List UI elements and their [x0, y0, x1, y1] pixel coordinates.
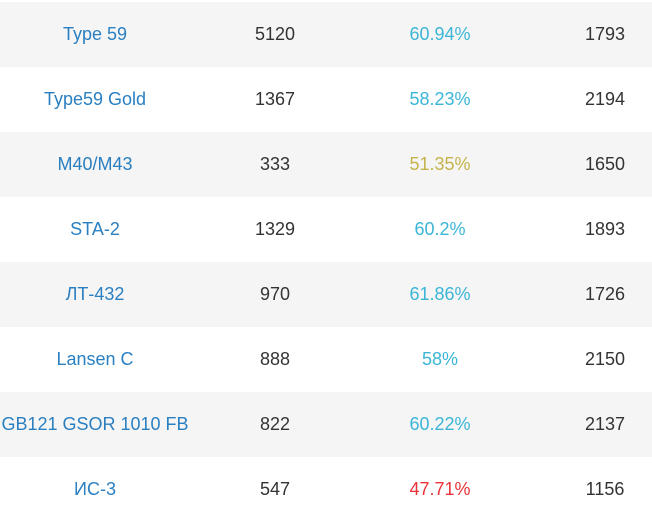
table-row: Lansen C 888 58% 2150: [0, 327, 652, 392]
win-rate: 47.71%: [409, 479, 471, 499]
battles-count: 5120: [254, 24, 296, 44]
table-row: ИС-3 547 47.71% 1156: [0, 457, 652, 522]
rating-value: 2150: [584, 349, 626, 369]
table-row: M40/M43 333 51.35% 1650: [0, 132, 652, 197]
rating-value: 1650: [584, 154, 626, 174]
vehicle-name-link[interactable]: Type 59: [62, 24, 128, 44]
battles-count: 888: [259, 349, 291, 369]
rating-value: 1793: [584, 24, 626, 44]
vehicle-name-link[interactable]: M40/M43: [57, 154, 133, 174]
rating-value: 1726: [584, 284, 626, 304]
vehicle-name-link[interactable]: STA-2: [70, 219, 120, 239]
rating-value: 2137: [584, 414, 626, 434]
vehicle-name-link[interactable]: ИС-3: [74, 479, 116, 499]
table-row: Type 59 5120 60.94% 1793: [0, 2, 652, 67]
win-rate: 58%: [421, 349, 459, 369]
battles-count: 547: [259, 479, 291, 499]
vehicle-name-link[interactable]: Lansen C: [56, 349, 134, 369]
vehicle-name-link[interactable]: ЛТ-432: [65, 284, 125, 304]
battles-count: 1329: [254, 219, 296, 239]
vehicle-name-link[interactable]: GB121 GSOR 1010 FB: [1, 414, 189, 434]
rating-value: 2194: [584, 89, 626, 109]
battles-count: 822: [259, 414, 291, 434]
win-rate: 58.23%: [409, 89, 471, 109]
battles-count: 970: [259, 284, 291, 304]
battles-count: 1367: [254, 89, 296, 109]
table-row: GB121 GSOR 1010 FB 822 60.22% 2137: [0, 392, 652, 457]
win-rate: 60.22%: [409, 414, 471, 434]
win-rate: 60.2%: [414, 219, 466, 239]
table-row: Type59 Gold 1367 58.23% 2194: [0, 67, 652, 132]
rating-value: 1893: [584, 219, 626, 239]
vehicle-name-link[interactable]: Type59 Gold: [43, 89, 147, 109]
table-row: STA-2 1329 60.2% 1893: [0, 197, 652, 262]
win-rate: 51.35%: [409, 154, 471, 174]
win-rate: 61.86%: [409, 284, 471, 304]
win-rate: 60.94%: [409, 24, 471, 44]
battles-count: 333: [259, 154, 291, 174]
table-row: ЛТ-432 970 61.86% 1726: [0, 262, 652, 327]
rating-value: 1156: [585, 479, 625, 499]
